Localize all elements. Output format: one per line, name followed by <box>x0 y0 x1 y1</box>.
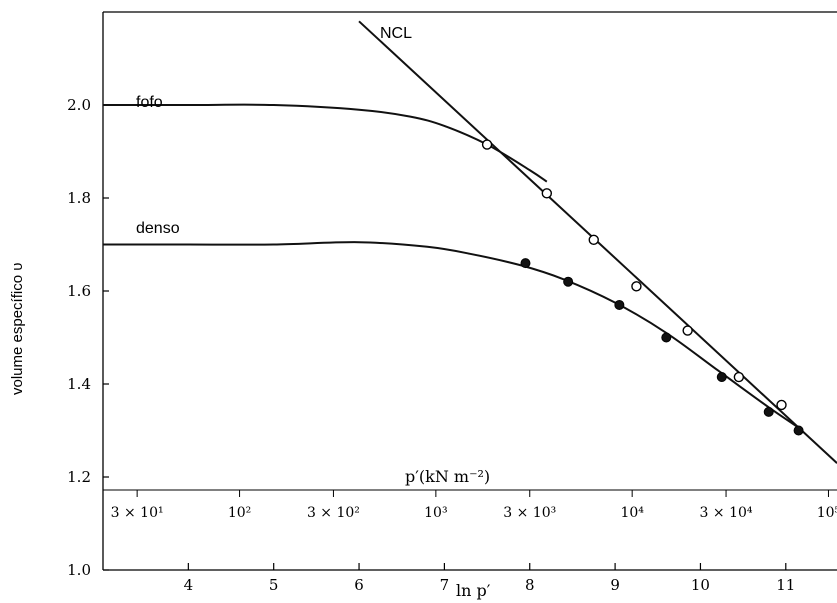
series-label-denso: denso <box>136 220 180 237</box>
secondary-tick-label: 3 × 10³ <box>503 505 556 521</box>
x-tick-label: 9 <box>610 576 620 594</box>
filled-marker <box>520 258 531 269</box>
series-label-fofo: fofo <box>136 94 163 111</box>
secondary-tick-label: 3 × 10² <box>307 505 360 521</box>
y-tick-label: 1.6 <box>67 282 91 300</box>
y-axis-label: volume específico υ <box>9 263 26 395</box>
y-ticks: 1.0 1.2 1.4 1.6 1.8 2.0 <box>67 96 109 579</box>
series-line-denso <box>103 241 804 432</box>
filled-marker <box>563 276 574 287</box>
secondary-tick-label: 10⁵ <box>817 505 837 521</box>
series-labels: NCL fofo denso <box>136 25 412 237</box>
markers-layer <box>481 139 804 436</box>
secondary-tick-label: 3 × 10⁴ <box>700 505 753 521</box>
open-marker <box>541 188 553 199</box>
x-tick-label: 7 <box>440 576 450 594</box>
series-layer <box>102 20 837 464</box>
y-tick-label: 1.0 <box>67 561 91 579</box>
open-marker <box>481 139 493 150</box>
secondary-tick-label: 3 × 10¹ <box>111 505 164 521</box>
secondary-tick-label: 10³ <box>424 505 447 521</box>
y-tick-label: 1.2 <box>67 468 91 486</box>
y-tick-label: 2.0 <box>67 96 91 114</box>
filled-marker <box>763 406 774 417</box>
x-tick-label: 8 <box>525 576 535 594</box>
x-axis-label: ln p′ <box>456 581 491 600</box>
secondary-tick-label: 10² <box>228 505 251 521</box>
x-tick-label: 6 <box>354 576 364 594</box>
open-marker <box>776 399 787 411</box>
series-line-fofo <box>102 103 548 183</box>
open-marker <box>588 234 599 246</box>
filled-marker <box>661 332 672 343</box>
open-marker <box>682 325 693 336</box>
filled-marker <box>614 299 625 310</box>
filled-marker <box>716 372 727 383</box>
open-marker <box>733 371 745 383</box>
x-ticks: 4 5 6 7 8 9 10 11 <box>184 563 795 594</box>
x-tick-label: 4 <box>184 576 194 594</box>
open-marker <box>631 281 642 292</box>
x-tick-label: 11 <box>776 576 795 594</box>
x-tick-label: 5 <box>269 576 279 594</box>
y-tick-label: 1.8 <box>67 189 91 207</box>
secondary-tick-label: 10⁴ <box>620 505 644 521</box>
secondary-ticks: 3 × 10¹ 10² 3 × 10² 10³ 3 × 10³ 10⁴ 3 × 10⁴ 10⁵ <box>111 490 837 521</box>
x-tick-label: 10 <box>691 576 710 594</box>
y-tick-label: 1.4 <box>67 375 91 393</box>
secondary-axis-label: p′(kN m⁻²) <box>405 467 490 486</box>
series-label-NCL: NCL <box>380 25 412 42</box>
filled-marker <box>793 425 804 436</box>
